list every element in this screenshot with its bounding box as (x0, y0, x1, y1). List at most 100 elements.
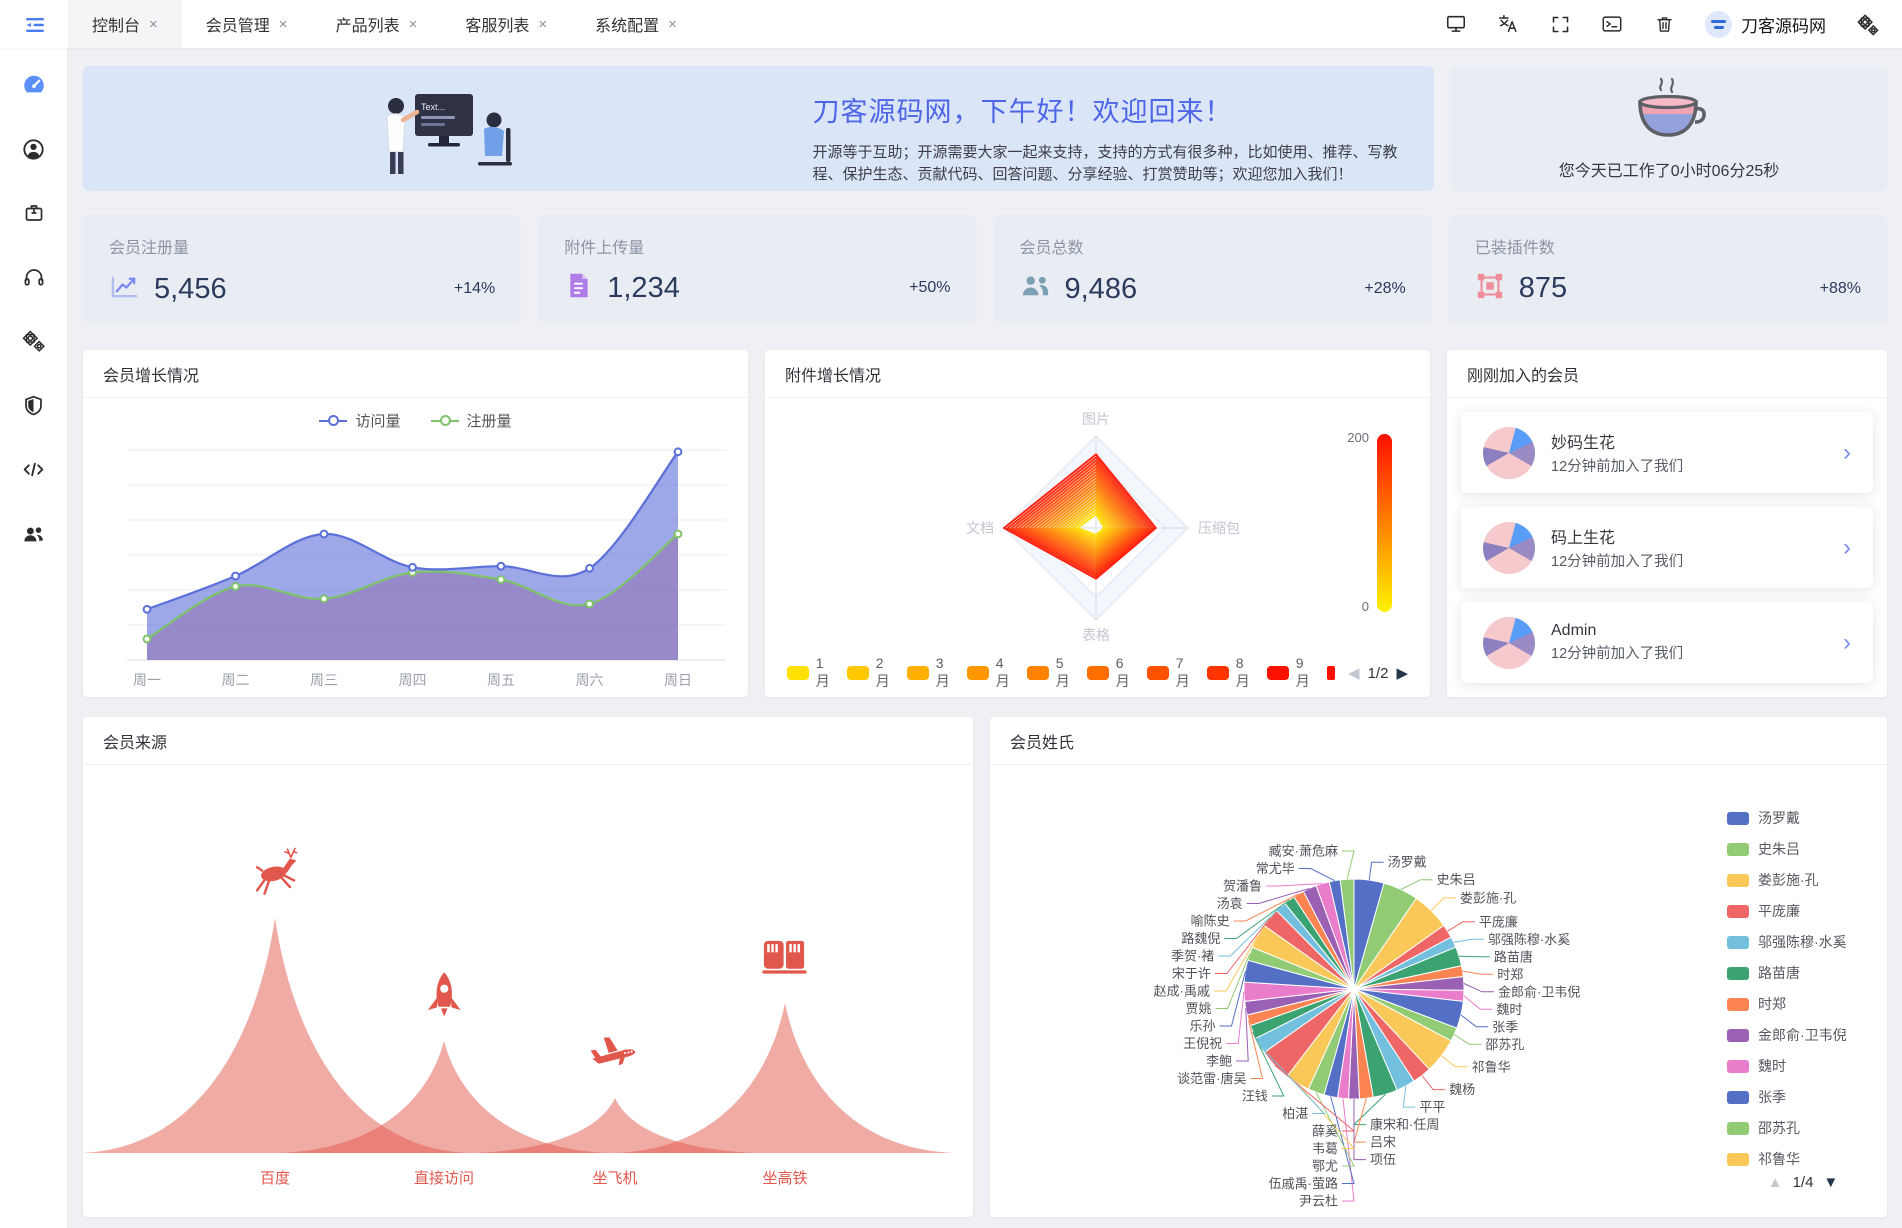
legend-swatch (1727, 997, 1749, 1011)
brand[interactable]: 刀客源码网 (1705, 10, 1826, 38)
tab-close-icon[interactable]: × (538, 15, 548, 33)
terminal-icon[interactable] (1601, 13, 1623, 35)
chevron-right-icon[interactable]: › (1843, 438, 1851, 466)
growth-legend-item-1[interactable]: 注册量 (430, 410, 512, 431)
top-header: 控制台 × 会员管理 × 产品列表 × 客服列表 × 系统配置 × 刀客源码网 (0, 0, 1902, 48)
chevron-right-icon[interactable]: › (1843, 628, 1851, 656)
member-growth-card: 会员增长情况 访问量 注册量 周一 周二 周三 周四 周五 周六 周日 (83, 350, 748, 697)
surnames-legend-item-10[interactable]: 邵苏孔 (1727, 1118, 1879, 1138)
chevron-right-icon[interactable]: › (1843, 533, 1851, 561)
sidebar-item-settings-icon[interactable] (19, 326, 49, 356)
surnames-legend-item-5[interactable]: 路苗唐 (1727, 963, 1879, 983)
stat-card-3: 已装插件数 875 +88% (1448, 215, 1887, 323)
worktime-text: 您今天已工作了0小时06分25秒 (1558, 163, 1780, 180)
legend-swatch (967, 666, 989, 680)
svg-text:坐高铁: 坐高铁 (762, 1170, 807, 1187)
radar-legend-item-6[interactable]: 7月 (1147, 655, 1194, 691)
surnames-legend-item-1[interactable]: 史朱吕 (1727, 839, 1879, 859)
legend-line-marker-icon (430, 415, 459, 426)
tab-3[interactable]: 客服列表 × (441, 0, 571, 48)
sidebar-item-security-icon[interactable] (19, 390, 49, 420)
radar-legend-prev-icon[interactable]: ◀ (1348, 665, 1360, 682)
member-avatar (1483, 521, 1535, 574)
legend-swatch (1727, 1152, 1749, 1166)
sidebar-item-code-icon[interactable] (19, 454, 49, 484)
surnames-legend-item-8[interactable]: 魏时 (1727, 1056, 1879, 1076)
surnames-legend-item-9[interactable]: 张季 (1727, 1087, 1879, 1107)
svg-text:周四: 周四 (399, 672, 427, 688)
surnames-legend: 汤罗戴史朱吕娄彭施·孔平庞廉邬强陈穆·水奚 路苗唐时郑金郎俞·卫韦倪魏时张季邵苏孔… (1727, 808, 1879, 1191)
radar-legend-item-1[interactable]: 2月 (847, 655, 894, 691)
radar-legend-partial-swatch[interactable] (1327, 666, 1336, 680)
sidebar-item-members-icon[interactable] (19, 518, 49, 548)
member-surnames-title: 会员姓氏 (990, 717, 1887, 765)
tab-2[interactable]: 产品列表 × (312, 0, 442, 48)
tab-close-icon[interactable]: × (278, 15, 288, 33)
legend-label: 魏时 (1758, 1058, 1786, 1074)
radar-legend-item-0[interactable]: 1月 (787, 655, 834, 691)
sidebar-item-products-icon[interactable] (19, 198, 49, 228)
surnames-legend-prev-icon[interactable]: ▲ (1767, 1174, 1783, 1191)
legend-line-marker-icon (319, 415, 348, 426)
svg-text:汤罗戴: 汤罗戴 (1388, 855, 1427, 870)
member-join-time: 12分钟前加入了我们 (1551, 646, 1684, 662)
surnames-legend-item-2[interactable]: 娄彭施·孔 (1727, 870, 1879, 890)
radar-legend-item-4[interactable]: 5月 (1027, 655, 1074, 691)
tab-close-icon[interactable]: × (668, 15, 677, 33)
sidebar-item-dashboard-icon[interactable] (19, 70, 49, 100)
svg-text:张季: 张季 (1492, 1019, 1518, 1034)
svg-text:时郑: 时郑 (1497, 967, 1523, 982)
radar-legend-next-icon[interactable]: ▶ (1396, 665, 1408, 682)
surnames-legend-item-7[interactable]: 金郎俞·卫韦倪 (1727, 1025, 1879, 1045)
member-join-time: 12分钟前加入了我们 (1551, 459, 1684, 475)
radar-legend-item-2[interactable]: 3月 (907, 655, 954, 691)
fullscreen-icon[interactable] (1549, 13, 1571, 35)
radar-legend-item-8[interactable]: 9月 (1267, 655, 1314, 691)
surnames-legend-item-3[interactable]: 平庞廉 (1727, 901, 1879, 921)
tab-1[interactable]: 会员管理 × (182, 0, 312, 48)
radar-legend-item-5[interactable]: 6月 (1087, 655, 1134, 691)
translate-icon[interactable] (1497, 13, 1519, 35)
welcome-title: 刀客源码网，下午好！欢迎回来！ (812, 97, 1233, 127)
sidebar-item-support-icon[interactable] (19, 262, 49, 292)
monitor-icon[interactable] (1445, 13, 1467, 35)
surnames-legend-item-11[interactable]: 祁鲁华 (1727, 1149, 1879, 1168)
legend-label: 1月 (815, 655, 830, 689)
welcome-banner: Text... (83, 66, 1434, 191)
sidebar (0, 48, 68, 1228)
tab-4[interactable]: 系统配置 × (571, 0, 701, 48)
radar-legend-item-3[interactable]: 4月 (967, 655, 1014, 691)
legend-swatch (1727, 1028, 1749, 1042)
surnames-legend-item-0[interactable]: 汤罗戴 (1727, 808, 1879, 828)
tab-close-icon[interactable]: × (408, 15, 418, 33)
legend-swatch (1027, 666, 1049, 680)
settings-gears-icon[interactable] (1856, 13, 1879, 36)
svg-text:季贺·褚: 季贺·褚 (1171, 949, 1214, 964)
svg-text:鄂尤: 鄂尤 (1312, 1159, 1338, 1174)
legend-label: 8月 (1235, 655, 1250, 689)
growth-legend-item-0[interactable]: 访问量 (319, 410, 401, 431)
legend-label: 9月 (1295, 655, 1310, 689)
stat-card-2: 会员总数 9,486 +28% (993, 215, 1432, 323)
sidebar-collapse-icon[interactable] (23, 13, 45, 35)
radar-legend-item-7[interactable]: 8月 (1207, 655, 1254, 691)
stat-value: 9,486 (1064, 272, 1138, 305)
svg-text:周一: 周一 (133, 672, 161, 688)
sidebar-item-profile-icon[interactable] (19, 134, 49, 164)
tab-0[interactable]: 控制台 × (68, 0, 182, 48)
attachment-growth-card: 附件增长情况 图片 压缩包 表格 文档 200 0 1月 2月 3月 4月 5月 6月 7月 8月 9月 ◀… (765, 350, 1430, 697)
svg-text:贺潘鲁: 贺潘鲁 (1223, 879, 1262, 894)
member-item-0[interactable]: 妙码生花 12分钟前加入了我们 › (1461, 412, 1873, 493)
main-content: Text... (68, 48, 1902, 1228)
surnames-legend-item-4[interactable]: 邬强陈穆·水奚 (1727, 932, 1879, 952)
member-surnames-card: 会员姓氏 汤罗戴 史朱吕 娄彭施·孔 平庞廉 邬强陈穆·水奚 路苗唐 时郑 金郎俞·卫韦倪 魏时… (990, 717, 1887, 1217)
member-item-1[interactable]: 码上生花 12分钟前加入了我们 › (1461, 507, 1873, 588)
member-item-2[interactable]: Admin 12分钟前加入了我们 › (1461, 602, 1873, 683)
surnames-legend-item-6[interactable]: 时郑 (1727, 994, 1879, 1014)
surnames-pie-svg: 汤罗戴史朱吕娄彭施·孔平庞廉邬强陈穆·水奚路苗唐时郑金郎俞·卫韦倪魏时张季邵苏孔… (1154, 844, 1581, 1209)
tab-close-icon[interactable]: × (149, 15, 158, 33)
surnames-legend-next-icon[interactable]: ▼ (1823, 1174, 1839, 1191)
svg-text:路苗唐: 路苗唐 (1494, 949, 1533, 964)
trash-icon[interactable] (1653, 13, 1675, 35)
